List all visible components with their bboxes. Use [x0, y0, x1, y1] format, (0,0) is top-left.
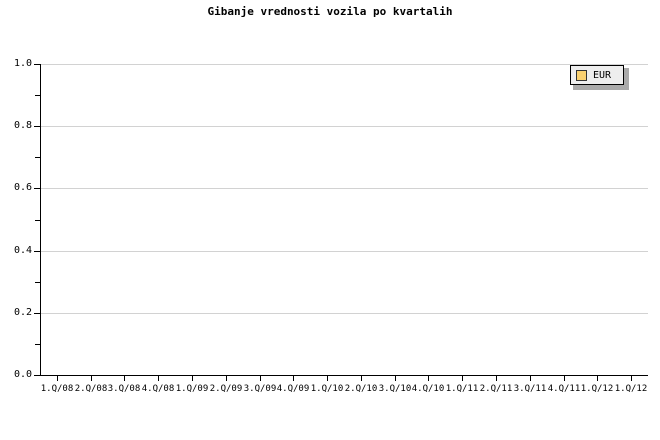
x-axis-tick [462, 376, 463, 381]
x-axis-tick-label: 2.Q/10 [344, 384, 378, 394]
x-axis-tick [631, 376, 632, 381]
y-axis-tick-label: 0.2 [13, 306, 32, 318]
y-axis-minor-tick [35, 219, 40, 221]
x-axis-tick [192, 376, 193, 381]
gridline [40, 126, 648, 128]
x-axis-tick-label: 1.Q/12 [614, 384, 648, 394]
y-axis-line [40, 64, 41, 376]
plot-area [40, 64, 648, 375]
gridline [40, 250, 648, 252]
x-axis-tick [327, 376, 328, 381]
y-axis-tick [34, 312, 40, 314]
y-axis-tick-label: 0.6 [13, 182, 32, 194]
legend-swatch-eur [576, 69, 587, 81]
x-axis-tick [597, 376, 598, 381]
x-axis-tick [395, 376, 396, 381]
x-axis-tick-label: 2.Q/11 [479, 384, 513, 394]
chart-legend[interactable]: EUR [570, 65, 624, 85]
x-axis-tick [57, 376, 58, 381]
x-axis-tick-label: 1.Q/12 [580, 384, 614, 394]
x-axis-tick [496, 376, 497, 381]
y-axis-minor-tick [35, 343, 40, 345]
y-axis-tick [34, 250, 40, 252]
x-axis-tick [293, 376, 294, 381]
x-axis-tick-label: 1.Q/10 [310, 384, 344, 394]
x-axis-tick [226, 376, 227, 381]
chart-title: Gibanje vrednosti vozila po kvartalih [207, 5, 453, 18]
x-axis-tick-label: 1.Q/09 [175, 384, 209, 394]
x-axis-line [40, 375, 648, 376]
y-axis-minor-tick [35, 95, 40, 97]
x-axis-tick-label: 4.Q/08 [141, 384, 175, 394]
x-axis-tick [124, 376, 125, 381]
x-axis-tick [428, 376, 429, 381]
y-axis-tick [34, 126, 40, 128]
x-axis-tick-label: 2.Q/09 [209, 384, 243, 394]
gridline [40, 188, 648, 190]
y-axis-tick-label: 0.8 [13, 120, 32, 132]
x-axis-tick-label: 4.Q/09 [276, 384, 310, 394]
x-axis-tick [361, 376, 362, 381]
x-axis-tick-label: 3.Q/11 [513, 384, 547, 394]
y-axis-tick [34, 188, 40, 190]
y-axis-minor-tick [35, 281, 40, 283]
y-axis-tick-label: 1.0 [13, 58, 32, 69]
x-axis-tick-label: 3.Q/08 [107, 384, 141, 394]
plot-background [40, 64, 648, 375]
x-axis-tick-label: 3.Q/09 [243, 384, 277, 394]
x-axis-tick-label: 3.Q/10 [378, 384, 412, 394]
x-axis-tick [158, 376, 159, 381]
y-axis-tick [34, 375, 40, 376]
gridline [40, 64, 648, 65]
x-axis-tick-label: 1.Q/11 [445, 384, 479, 394]
y-axis-tick-label: 0.0 [13, 369, 32, 380]
x-axis-tick [260, 376, 261, 381]
x-axis-tick [564, 376, 565, 381]
x-axis-tick-label: 4.Q/10 [411, 384, 445, 394]
x-axis-tick [91, 376, 92, 381]
y-axis-tick-label: 0.4 [13, 244, 32, 256]
y-axis-minor-tick [35, 157, 40, 159]
x-axis-tick [530, 376, 531, 381]
y-axis-tick [34, 64, 40, 65]
x-axis-tick-label: 4.Q/11 [547, 384, 581, 394]
gridline [40, 312, 648, 314]
x-axis-tick-label: 2.Q/08 [74, 384, 108, 394]
legend-label-eur: EUR [593, 69, 612, 81]
x-axis-tick-label: 1.Q/08 [40, 384, 74, 394]
